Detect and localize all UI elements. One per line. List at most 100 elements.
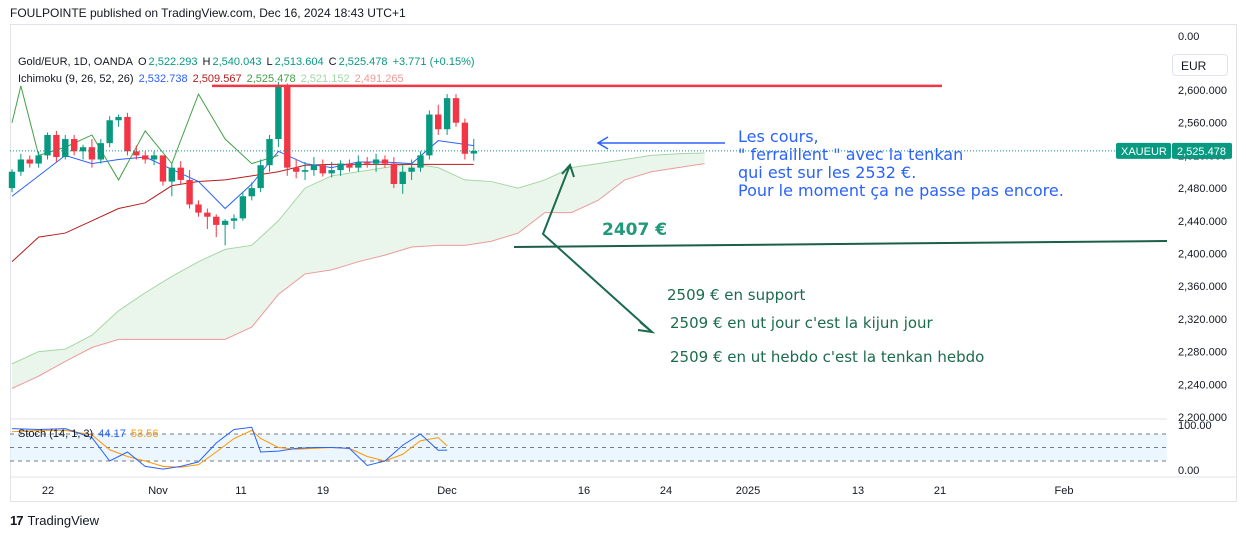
- candle-body: [62, 139, 69, 158]
- candle-body: [399, 171, 406, 185]
- price-axis-label: 2,600.000: [1178, 85, 1227, 97]
- candle: [70, 134, 78, 156]
- candle-body: [53, 134, 60, 158]
- candle: [337, 160, 344, 176]
- price-axis-label: 2,320.000: [1178, 314, 1227, 326]
- candle: [230, 214, 238, 229]
- ohlc-o-value: 2,522.293: [148, 56, 198, 68]
- candle: [62, 134, 69, 160]
- candle-body: [452, 98, 460, 123]
- ohlc-c-label: C: [328, 56, 337, 68]
- candle: [417, 151, 424, 172]
- stoch-k-value: 44.17: [98, 428, 126, 440]
- candle: [239, 192, 247, 221]
- publish-header: FOULPOINTE published on TradingView.com,…: [10, 6, 406, 20]
- candle-body: [292, 167, 300, 172]
- annotation-blue-line-1: Les cours,: [738, 127, 819, 146]
- candle: [248, 182, 255, 201]
- candle: [106, 116, 113, 148]
- candle: [26, 155, 33, 168]
- candle: [133, 145, 140, 160]
- candle: [443, 94, 451, 135]
- candle-body: [443, 98, 451, 130]
- candle: [408, 159, 415, 180]
- ichimoku-kijun-value: 2,509.567: [192, 73, 242, 85]
- annotation-green-line-3: 2509 € en ut hebdo c'est la tenkan hebdo: [670, 348, 985, 366]
- candle-body: [150, 155, 158, 160]
- currency-button[interactable]: EUR: [1172, 54, 1228, 76]
- candle: [8, 169, 16, 193]
- candle-body: [115, 116, 122, 121]
- candle: [124, 112, 131, 156]
- candle: [346, 159, 353, 172]
- candle: [319, 159, 326, 177]
- candle-body: [470, 150, 477, 154]
- candle-body: [26, 159, 33, 164]
- candle-body: [159, 155, 167, 182]
- candle-body: [239, 196, 247, 219]
- candle-body: [17, 159, 25, 172]
- candle-body: [310, 165, 318, 171]
- time-axis-label: 19: [317, 485, 329, 497]
- candle: [115, 114, 122, 127]
- price-tag-value-bg: [1172, 142, 1232, 159]
- price-axis-label: 2,560.000: [1178, 118, 1227, 130]
- price-axis-label: 2,360.000: [1178, 281, 1227, 293]
- ohlc-l-value: 2,513.604: [274, 56, 324, 68]
- candle-body: [124, 116, 131, 152]
- annotation-blue-line-3: qui est sur les 2532 €.: [738, 163, 917, 182]
- symbol-legend: Gold/EUR, 1D, OANDA O 2,522.293 H 2,540.04…: [18, 56, 477, 68]
- candle: [292, 159, 300, 179]
- chikou-line: [11, 85, 279, 181]
- candle: [17, 153, 25, 176]
- candle: [461, 118, 469, 160]
- time-axis-label: 13: [852, 485, 864, 497]
- ohlc-change: +3.771 (+0.15%): [392, 56, 475, 68]
- candle: [257, 159, 264, 193]
- candle-body: [408, 167, 415, 172]
- candle: [435, 104, 442, 135]
- candle: [186, 170, 193, 209]
- candle: [275, 81, 282, 148]
- time-axis-label: 16: [578, 485, 590, 497]
- candle: [399, 165, 406, 194]
- ichimoku-label: Ichimoku (9, 26, 52, 26): [18, 73, 134, 85]
- candle-body: [426, 114, 433, 156]
- candle-body: [221, 220, 229, 225]
- candle-body: [301, 170, 309, 172]
- footer-brand[interactable]: 17 TradingView: [10, 513, 99, 528]
- green-arrowhead-icon: [637, 321, 656, 334]
- ohlc-l-label: L: [266, 56, 273, 68]
- candle: [364, 157, 371, 168]
- price-tag-value: 2,525.478: [1177, 146, 1226, 158]
- candle: [355, 155, 362, 172]
- candle: [44, 132, 51, 160]
- time-axis-label: Feb: [1055, 485, 1074, 497]
- kijun-line: [11, 163, 474, 263]
- tenkan-line: [11, 140, 474, 210]
- ohlc-h-label: H: [202, 56, 211, 68]
- candle-body: [257, 165, 264, 189]
- candle: [88, 139, 96, 168]
- annotation-support-price: 2407 €: [602, 220, 668, 240]
- candle-body: [461, 122, 469, 154]
- green-arrow-icon: [541, 163, 653, 333]
- candle-body: [319, 165, 326, 174]
- ohlc-c-value: 2,525.478: [338, 56, 388, 68]
- candle: [150, 151, 158, 166]
- stoch-d-value: 53.56: [130, 428, 159, 440]
- chart-frame: [10, 24, 1237, 502]
- candle: [426, 110, 433, 160]
- candle: [310, 157, 318, 176]
- candle-body: [284, 85, 291, 168]
- candle: [266, 134, 273, 172]
- candle: [53, 130, 60, 162]
- support-line: [513, 240, 1168, 248]
- candle-body: [8, 171, 16, 189]
- time-axis-label: 2025: [736, 485, 760, 497]
- candle-body: [355, 161, 362, 168]
- candle-body: [204, 212, 211, 217]
- candle: [284, 83, 291, 176]
- price-axis-label: 2,400.000: [1178, 249, 1227, 261]
